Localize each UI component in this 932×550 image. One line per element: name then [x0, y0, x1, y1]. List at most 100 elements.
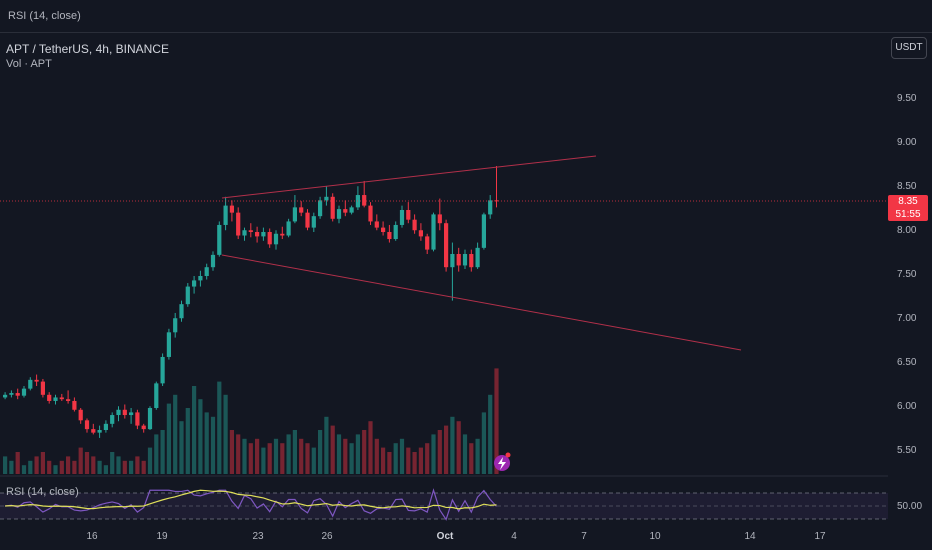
volume-bar: [47, 460, 52, 474]
candle: [34, 379, 39, 382]
candle: [47, 394, 52, 401]
candle: [336, 209, 342, 219]
volume-bar: [66, 456, 71, 474]
candle: [437, 214, 442, 224]
price-axis-label: 9.50: [897, 93, 917, 104]
volume-bar: [78, 447, 83, 474]
candle: [166, 332, 171, 357]
rsi-pane-label[interactable]: RSI (14, close): [6, 486, 79, 498]
candle: [286, 221, 291, 236]
volume-bar: [292, 430, 297, 474]
volume-bar: [242, 438, 247, 474]
currency-button[interactable]: USDT: [891, 37, 927, 59]
volume-bar: [72, 460, 77, 474]
candle: [210, 254, 216, 268]
volume-bar: [110, 452, 115, 474]
time-axis-label: 16: [86, 531, 98, 542]
price-axis-label: 7.50: [897, 269, 917, 280]
candle: [91, 429, 96, 433]
volume-bar: [431, 434, 436, 474]
volume-bar: [91, 456, 96, 474]
candle: [488, 200, 493, 215]
lower-trendline: [221, 254, 742, 351]
volume-label[interactable]: Vol · APT: [6, 58, 52, 70]
candle: [66, 399, 71, 401]
candle: [84, 420, 90, 430]
alert-icon: [494, 455, 510, 471]
candle: [330, 196, 335, 219]
volume-bar: [343, 438, 348, 474]
candle: [406, 210, 411, 220]
volume-bar: [135, 456, 140, 474]
volume-bar: [393, 443, 398, 474]
countdown-value: 51:55: [895, 209, 921, 220]
time-axis-label: 23: [252, 531, 264, 542]
candle: [242, 230, 247, 236]
volume-bar: [318, 430, 323, 474]
candle: [154, 383, 159, 408]
time-axis-label: 17: [814, 531, 826, 542]
price-axis-label: 6.00: [897, 401, 917, 412]
candle: [456, 254, 461, 266]
volume-bar: [399, 438, 405, 474]
volume-bar: [488, 394, 493, 474]
candle: [110, 415, 115, 424]
volume-bar: [147, 447, 153, 474]
volume-bar: [3, 456, 8, 474]
candles: [3, 166, 499, 438]
time-axis-label: 26: [321, 531, 333, 542]
candle: [122, 409, 127, 416]
time-axis-label: 4: [511, 531, 517, 542]
candle: [425, 236, 430, 250]
symbol-title[interactable]: APT / TetherUS, 4h, BINANCE: [6, 42, 169, 56]
candle: [3, 394, 8, 398]
volume-bar: [236, 434, 241, 474]
volume-bar: [406, 447, 411, 474]
volume-bar: [273, 438, 279, 474]
volume-bar: [59, 460, 64, 474]
volume-bar: [185, 408, 190, 474]
volume-bar: [229, 430, 234, 474]
volume-bar: [324, 416, 329, 474]
volume-bar: [122, 460, 127, 474]
candle: [399, 210, 405, 225]
volume-bar: [84, 452, 90, 474]
volume-bar: [179, 421, 184, 474]
candle: [374, 221, 379, 228]
volume-bars: [3, 368, 499, 474]
candle: [318, 200, 323, 217]
candle: [324, 196, 329, 201]
volume-bar: [456, 421, 461, 474]
indicator-header-label[interactable]: RSI (14, close): [8, 10, 81, 22]
volume-bar: [330, 425, 335, 474]
volume-bar: [141, 460, 146, 474]
candle: [135, 412, 140, 426]
candle: [173, 318, 178, 333]
candle: [311, 216, 316, 228]
volume-bar: [311, 447, 316, 474]
volume-bar: [198, 399, 203, 474]
volume-bar: [166, 403, 171, 474]
volume-bar: [305, 443, 310, 474]
candle: [28, 379, 33, 389]
candle: [475, 247, 480, 268]
price-axis-label: 9.00: [897, 137, 917, 148]
time-axis-label: 10: [649, 531, 661, 542]
rsi-ma-line: [5, 489, 497, 510]
candle: [97, 430, 102, 433]
rsi-value-label: 50.00: [897, 501, 923, 512]
candle: [444, 223, 449, 268]
volume-bar: [154, 434, 159, 474]
candle: [129, 412, 134, 416]
candle: [362, 195, 367, 206]
volume-bar: [362, 430, 367, 474]
candle: [299, 207, 304, 213]
volume-bar: [381, 447, 386, 474]
candle: [349, 207, 354, 213]
candle: [431, 214, 436, 250]
volume-bar: [15, 452, 20, 474]
candle: [53, 397, 58, 401]
volume-bar: [387, 452, 392, 474]
volume-bar: [97, 460, 102, 474]
